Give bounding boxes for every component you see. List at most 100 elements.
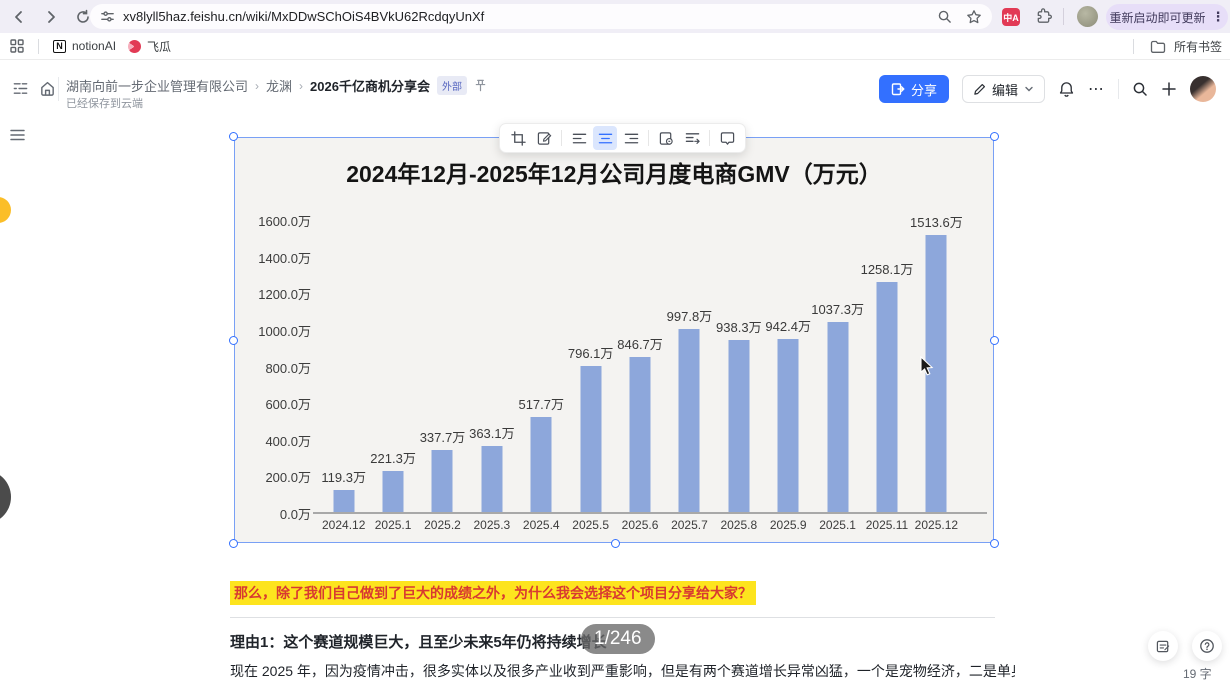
y-tick-label: 1600.0万 [258, 214, 311, 229]
bars-area: 119.3万 2024.12 221.3万 2025.1 337.7万 2025.2 363… [319, 215, 962, 532]
resize-handle-right[interactable] [990, 336, 999, 345]
breadcrumb-space[interactable]: 龙渊 [266, 79, 293, 94]
save-status: 已经保存到云端 [66, 98, 143, 110]
extensions-icon[interactable] [1035, 8, 1052, 25]
bar [481, 445, 503, 512]
align-right-button[interactable] [619, 126, 643, 150]
bar-group: 363.1万 2025.3 [467, 219, 516, 532]
x-tick-label: 2025.3 [473, 518, 511, 532]
folder-icon [1150, 40, 1166, 53]
bar-value-label: 119.3万 [321, 470, 366, 486]
bar-value-label: 997.8万 [666, 309, 713, 325]
address-bar[interactable]: xv8lyll5haz.feishu.cn/wiki/MxDDwSChOiS4B… [90, 4, 992, 29]
chrome-update-button[interactable]: 重新启动即可更新 ⋮ [1106, 4, 1228, 30]
site-info-icon[interactable] [100, 9, 115, 24]
bell-icon [1059, 81, 1074, 97]
edit-button[interactable]: 编辑 [961, 75, 1045, 103]
zoom-icon[interactable] [937, 9, 952, 24]
notionai-icon: N [53, 39, 66, 53]
x-tick-label: 2024.12 [321, 518, 366, 532]
y-tick-label: 600.0万 [265, 397, 311, 413]
x-tick-label: 2025.1 [374, 518, 412, 532]
comment-button[interactable] [715, 126, 739, 150]
body-paragraph[interactable]: 现在 2025 年，因为疫情冲击，很多实体以及很多产业收到严重影响，但是有两个赛… [230, 663, 1015, 679]
bookmark-feigua[interactable]: 飞瓜 [122, 38, 177, 55]
x-tick-label: 2025.4 [522, 518, 560, 532]
bar-value-label: 337.7万 [419, 430, 466, 446]
notifications-button[interactable] [1058, 81, 1075, 98]
resize-handle-bottom-left[interactable] [229, 539, 238, 548]
home-icon[interactable] [39, 80, 56, 97]
bar-group: 1037.3万 2025.1 [811, 219, 864, 532]
bar-value-label: 938.3万 [716, 320, 762, 336]
bar [580, 366, 602, 512]
y-tick-label: 1000.0万 [258, 323, 311, 339]
toolbar-separator [648, 130, 649, 146]
crop-button[interactable] [506, 126, 530, 150]
pencil-icon [974, 83, 986, 95]
reason-heading[interactable]: 理由1：这个赛道规模巨大，且至少未来5年仍将持续增长 [230, 634, 607, 651]
wiki-tree-icon[interactable] [12, 80, 29, 97]
outline-toggle-icon[interactable] [10, 128, 26, 142]
share-button[interactable]: 分享 [878, 75, 949, 103]
highlighted-question[interactable]: 那么，除了我们自己做到了巨大的成绩之外，为什么我会选择这个项目分享给大家？ [230, 581, 756, 605]
forward-button[interactable] [38, 4, 64, 30]
resize-handle-left[interactable] [229, 336, 238, 345]
image-toolbar [499, 123, 746, 153]
breadcrumb-company[interactable]: 湖南向前一步企业管理有限公司 [66, 79, 249, 94]
plus-icon [1162, 82, 1176, 96]
apps-grid-icon[interactable] [4, 33, 30, 59]
x-tick-label: 2025.7 [671, 518, 708, 532]
more-button[interactable]: ⋯ [1088, 81, 1105, 98]
pin-icon[interactable] [474, 79, 487, 92]
external-badge: 外部 [436, 76, 467, 95]
resize-handle-top-left[interactable] [229, 132, 238, 141]
feedback-button[interactable] [1148, 631, 1178, 661]
help-button[interactable] [1192, 631, 1222, 661]
align-left-button[interactable] [567, 126, 591, 150]
create-new-button[interactable] [1161, 81, 1177, 97]
all-bookmarks-button[interactable]: 所有书签 [1173, 40, 1222, 54]
copy-link-button[interactable] [654, 126, 678, 150]
chart-image[interactable]: 2024年12月-2025年12月公司月度电商GMV（万元） 0.0万 200.0… [229, 132, 999, 548]
bar-group: 942.4万 2025.9 [764, 219, 813, 532]
forward-arrow-icon [48, 10, 55, 23]
user-avatar[interactable] [1190, 76, 1216, 102]
bar [925, 234, 947, 512]
bookmark-star-icon[interactable] [966, 9, 982, 25]
annotate-button[interactable] [532, 126, 556, 150]
edge-avatar-yellow[interactable] [0, 197, 11, 223]
page-indicator: 1/246 [581, 624, 655, 654]
back-arrow-icon [15, 10, 22, 23]
toolbar-divider [1063, 8, 1064, 25]
bookmarks-divider [38, 38, 39, 54]
browser-menu-icon[interactable]: ⋮ [1211, 9, 1225, 24]
resize-handle-bottom[interactable] [611, 539, 620, 548]
bar-group: 997.8万 2025.7 [665, 219, 714, 532]
refresh-button[interactable] [70, 4, 96, 30]
bar-value-label: 1037.3万 [811, 302, 864, 318]
search-icon [1133, 82, 1147, 96]
browser-profile-avatar[interactable] [1077, 6, 1098, 27]
resize-handle-top-right[interactable] [990, 132, 999, 141]
back-button[interactable] [6, 4, 32, 30]
bar-group: 119.3万 2024.12 [319, 219, 368, 532]
bar-value-label: 1258.1万 [860, 261, 914, 277]
doc-title[interactable]: 2026千亿商机分享会 [310, 79, 430, 94]
translate-extension-icon[interactable]: 中A [1002, 8, 1020, 26]
insert-below-button[interactable] [680, 126, 704, 150]
search-button[interactable] [1132, 81, 1148, 97]
bar-value-label: 363.1万 [469, 425, 515, 441]
bookmark-notionai[interactable]: N notionAI [47, 39, 122, 53]
x-tick-label: 2025.11 [865, 518, 909, 532]
bookmark-label: 飞瓜 [147, 39, 172, 54]
bar [629, 356, 651, 512]
bar-group: 517.7万 2025.4 [517, 219, 566, 532]
url-text[interactable]: xv8lyll5haz.feishu.cn/wiki/MxDDwSChOiS4B… [123, 9, 485, 24]
resize-handle-bottom-right[interactable] [990, 539, 999, 548]
align-center-button[interactable] [593, 126, 617, 150]
header-divider [1118, 79, 1119, 99]
edge-avatar-dark[interactable] [0, 470, 11, 524]
bar [876, 281, 898, 512]
